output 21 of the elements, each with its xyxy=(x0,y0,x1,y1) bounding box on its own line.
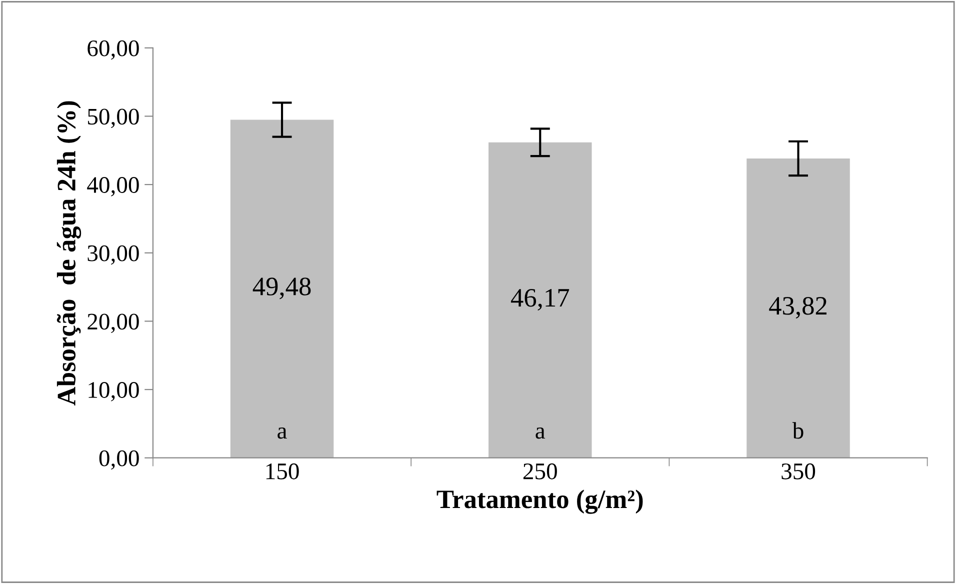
y-tick-label: 0,00 xyxy=(99,450,139,470)
y-tick-label: 50,00 xyxy=(88,108,139,128)
data-label: 46,17 xyxy=(510,288,570,311)
data-label: 43,82 xyxy=(769,296,826,319)
y-tick-label: 30,00 xyxy=(88,245,139,265)
bar xyxy=(746,158,850,458)
annotation: a xyxy=(536,427,546,439)
y-tick-label: 60,00 xyxy=(88,40,139,60)
y-tick-label: 40,00 xyxy=(87,177,139,196)
x-tick-label: 350 xyxy=(782,463,816,480)
annotation: b xyxy=(792,422,804,439)
y-axis-title: Absorção de água 24h (%) xyxy=(56,101,82,406)
bar xyxy=(488,142,592,458)
x-tick-label: 250 xyxy=(523,463,557,480)
x-axis-title: Tratamento (g/m²) xyxy=(436,490,643,514)
y-tick-label: 20,00 xyxy=(88,314,139,334)
bar xyxy=(230,120,334,458)
annotation: a xyxy=(278,427,287,439)
data-label: 49,48 xyxy=(252,278,311,300)
x-tick-label: 150 xyxy=(266,463,299,480)
y-tick-label: 10,00 xyxy=(88,382,139,402)
